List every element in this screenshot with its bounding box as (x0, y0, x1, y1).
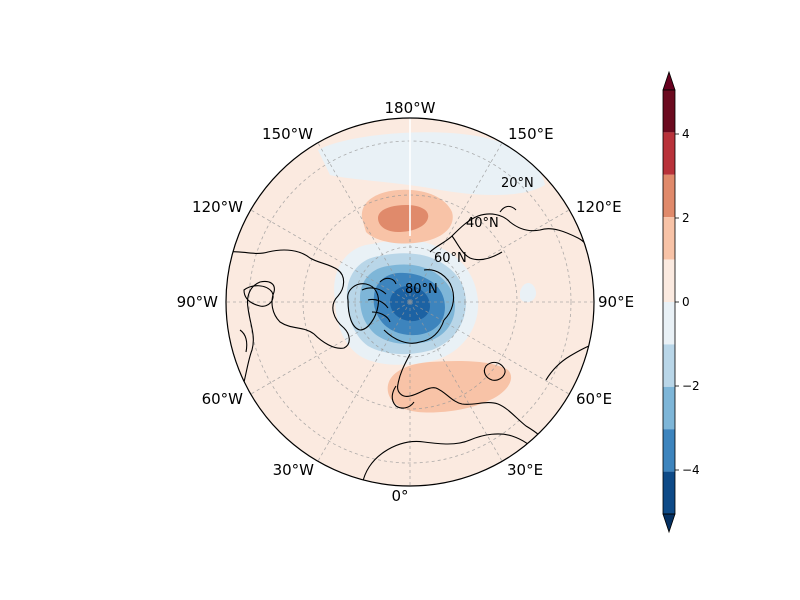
coastlines (227, 205, 594, 486)
colorbar-level-3 (663, 217, 675, 260)
colorbar-level-0 (663, 90, 675, 133)
colorbar-tick-label-4: 4 (682, 127, 690, 141)
lon-label-120w: 120°W (192, 198, 243, 216)
lon-label-180w: 180°W (385, 99, 436, 117)
colorbar-level-2 (663, 174, 675, 218)
colorbar-level-8 (663, 429, 675, 472)
lon-label-30w: 30°W (273, 461, 315, 479)
colorbar-level-5 (663, 302, 675, 345)
colorbar-tick-label-neg2: −2 (682, 379, 700, 393)
colorbar-ticks (675, 133, 679, 471)
lon-label-30e: 30°E (507, 461, 543, 479)
colorbar-tick-label-0: 0 (682, 295, 690, 309)
lon-label-120e: 120°E (576, 198, 622, 216)
colorbar-level-1 (663, 132, 675, 175)
lon-label-90w: 90°W (177, 293, 219, 311)
colorbar-level-6 (663, 344, 675, 387)
colorbar-segments (663, 90, 675, 514)
lat-label-40n: 40°N (466, 216, 499, 231)
europe-pos-level-1 (387, 360, 512, 413)
map-disk (226, 118, 594, 486)
colorbar-level-7 (663, 386, 675, 430)
lon-label-150e: 150°E (508, 125, 554, 143)
negative-anomaly-bering (318, 132, 545, 195)
lon-label-90e: 90°E (598, 293, 634, 311)
lon-label-60w: 60°W (202, 390, 244, 408)
latitude-labels: 20°N 40°N 60°N 80°N (405, 176, 534, 297)
map-boundary (225, 117, 595, 487)
colorbar-extend-max (662, 70, 676, 91)
lat-label-60n: 60°N (434, 251, 467, 266)
colorbar-tick-label-neg4: −4 (682, 463, 700, 477)
colorbar-level-4 (663, 259, 675, 302)
lat-label-20n: 20°N (501, 176, 534, 191)
lon-label-0: 0° (391, 487, 408, 505)
negative-anomaly-east-patch (520, 283, 537, 303)
lon-label-150w: 150°W (262, 125, 313, 143)
lat-label-80n: 80°N (405, 282, 438, 297)
longitude-labels: 180°W 150°E 120°E 90°E 60°E 30°E 0° 30°W… (177, 99, 635, 505)
pacific-pos-level-2 (378, 205, 429, 232)
colorbar-extend-min (662, 513, 676, 534)
colorbar-tick-label-2: 2 (682, 211, 690, 225)
colorbar: 4 2 0 −2 −4 (662, 70, 700, 534)
lon-label-60e: 60°E (576, 390, 612, 408)
colorbar-level-9 (663, 471, 675, 514)
